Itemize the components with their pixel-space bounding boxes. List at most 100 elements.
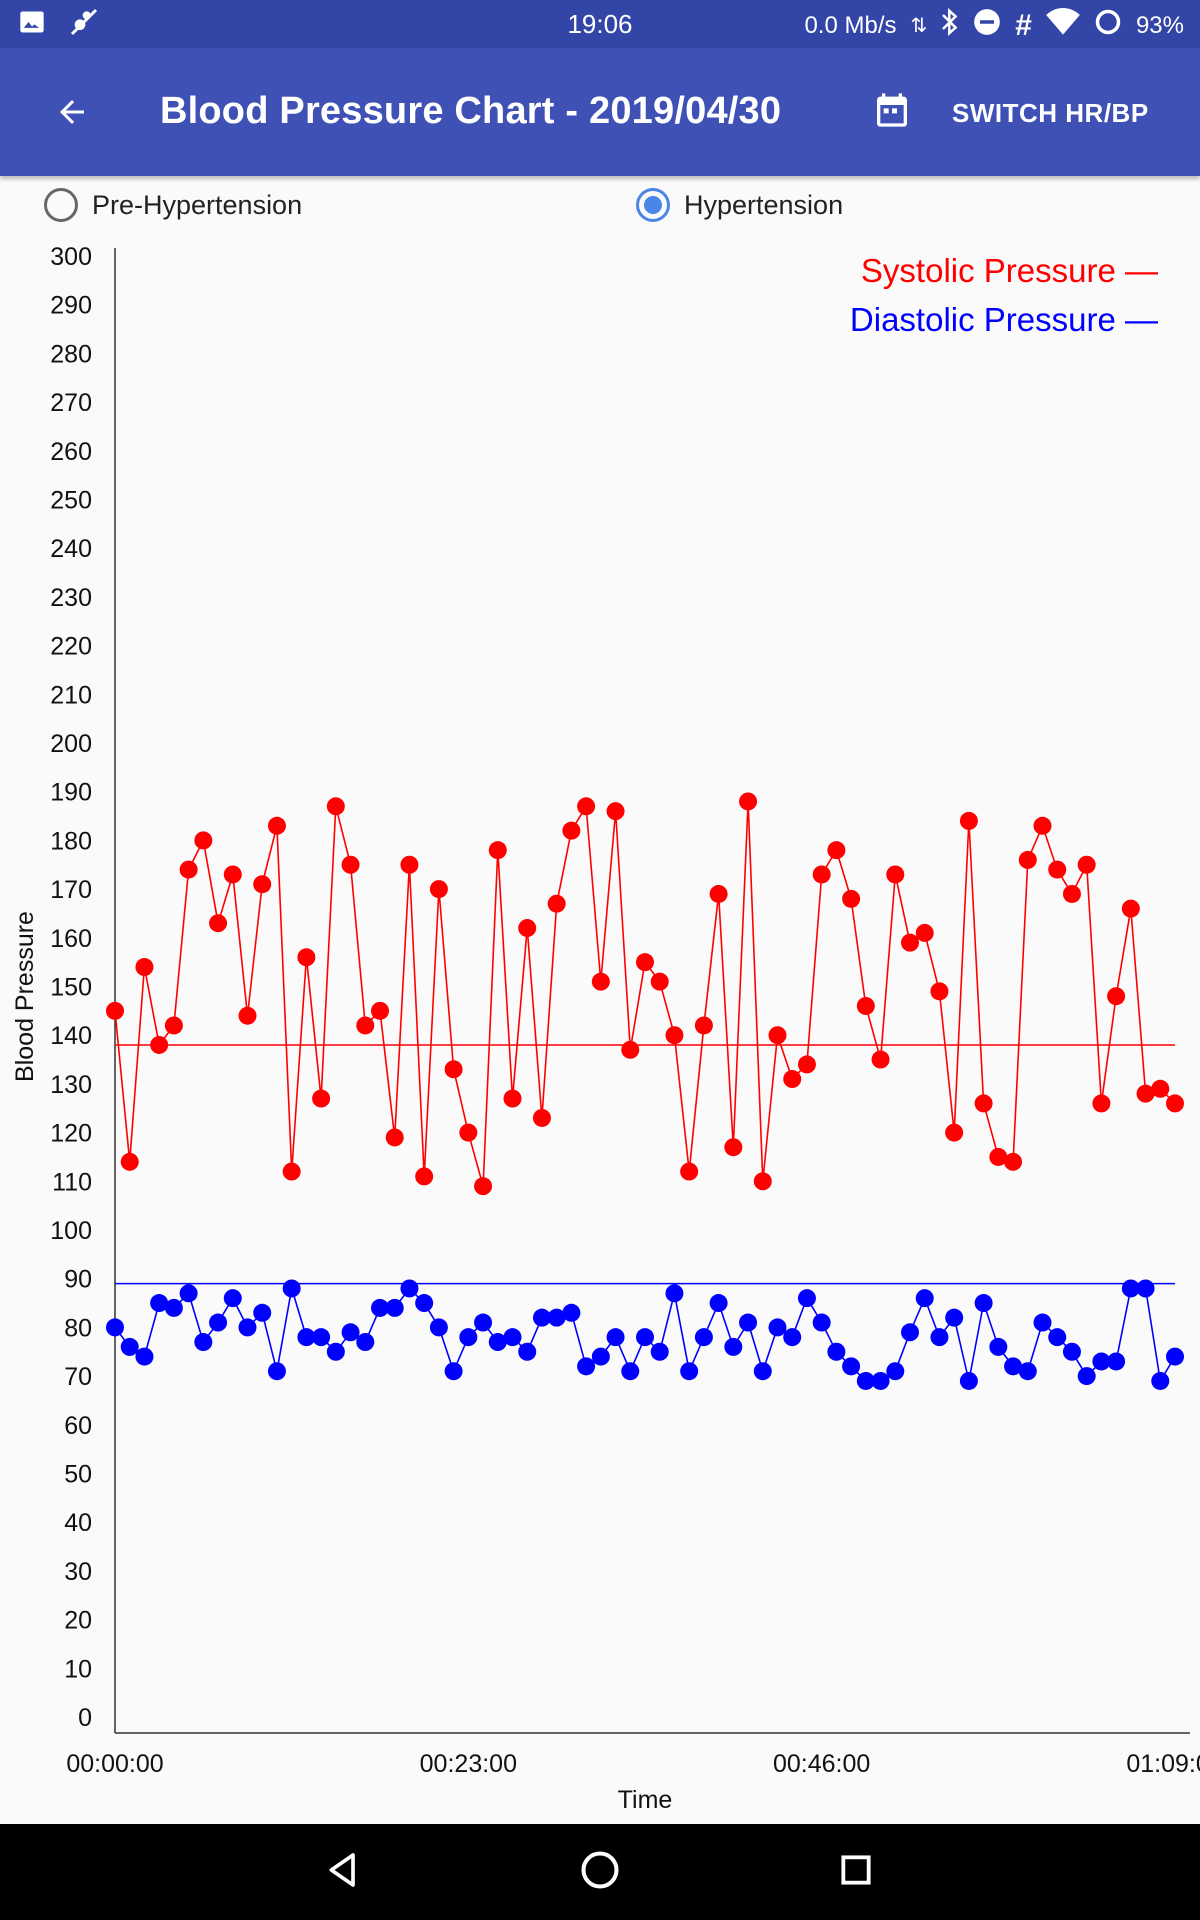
x-tick-label: 00:23:00 — [420, 1750, 517, 1778]
battery-ring-icon — [1094, 8, 1122, 43]
circle-home-icon — [578, 1848, 622, 1897]
systolic-data-point — [827, 841, 845, 859]
diastolic-data-point — [415, 1294, 433, 1312]
y-tick-label: 300 — [50, 243, 92, 271]
diastolic-data-point — [1048, 1328, 1066, 1346]
diastolic-data-point — [710, 1294, 728, 1312]
diastolic-data-point — [135, 1348, 153, 1366]
systolic-data-point — [754, 1172, 772, 1190]
data-arrows-icon: ⇅ — [911, 13, 928, 38]
systolic-data-point — [297, 948, 315, 966]
page-title: Blood Pressure Chart - 2019/04/30 — [160, 90, 781, 133]
nav-back-button[interactable] — [313, 1844, 373, 1900]
systolic-data-point — [194, 831, 212, 849]
nav-recents-button[interactable] — [826, 1844, 886, 1900]
diastolic-data-point — [121, 1338, 139, 1356]
diastolic-data-point — [901, 1323, 919, 1341]
y-tick-label: 190 — [50, 779, 92, 807]
y-tick-label: 200 — [50, 730, 92, 758]
y-tick-label: 50 — [64, 1461, 92, 1489]
diastolic-data-point — [930, 1328, 948, 1346]
systolic-data-point — [239, 1007, 257, 1025]
diastolic-data-point — [562, 1304, 580, 1322]
diastolic-data-point — [504, 1328, 522, 1346]
systolic-data-point — [562, 822, 580, 840]
y-tick-label: 280 — [50, 340, 92, 368]
diastolic-data-point — [445, 1362, 463, 1380]
diastolic-data-point — [813, 1314, 831, 1332]
systolic-series-line — [115, 801, 1175, 1186]
systolic-data-point — [430, 880, 448, 898]
y-tick-label: 60 — [64, 1412, 92, 1440]
y-tick-label: 240 — [50, 535, 92, 563]
y-axis-title: Blood Pressure — [11, 911, 39, 1082]
systolic-data-point — [150, 1036, 168, 1054]
diastolic-data-point — [724, 1338, 742, 1356]
systolic-data-point — [592, 973, 610, 991]
y-tick-label: 260 — [50, 438, 92, 466]
do-not-disturb-icon — [973, 8, 1001, 43]
systolic-data-point — [356, 1016, 374, 1034]
diastolic-data-point — [356, 1333, 374, 1351]
diastolic-data-point — [1166, 1348, 1184, 1366]
y-tick-label: 180 — [50, 827, 92, 855]
y-tick-label: 130 — [50, 1071, 92, 1099]
wifi-icon — [1046, 8, 1080, 43]
y-tick-label: 170 — [50, 876, 92, 904]
systolic-data-point — [695, 1016, 713, 1034]
diastolic-data-point — [1107, 1352, 1125, 1370]
y-tick-label: 160 — [50, 925, 92, 953]
systolic-data-point — [1004, 1153, 1022, 1171]
y-tick-label: 10 — [64, 1655, 92, 1683]
diastolic-data-point — [827, 1343, 845, 1361]
diastolic-data-point — [886, 1362, 904, 1380]
diastolic-data-point — [312, 1328, 330, 1346]
diastolic-data-point — [636, 1328, 654, 1346]
diastolic-data-point — [459, 1328, 477, 1346]
back-button[interactable] — [44, 86, 100, 142]
hash-icon: # — [1015, 9, 1032, 43]
switch-hr-bp-button[interactable]: SWITCH HR/BP — [952, 98, 1149, 129]
calendar-button[interactable] — [866, 86, 918, 138]
nav-home-button[interactable] — [570, 1844, 630, 1900]
radio-hypertension[interactable]: Hypertension — [636, 188, 843, 222]
systolic-data-point — [872, 1051, 890, 1069]
systolic-data-point — [945, 1124, 963, 1142]
app-bar: Blood Pressure Chart - 2019/04/30 SWITCH… — [0, 48, 1200, 176]
diastolic-data-point — [106, 1318, 124, 1336]
y-tick-label: 290 — [50, 292, 92, 320]
systolic-data-point — [842, 890, 860, 908]
systolic-data-point — [724, 1138, 742, 1156]
radio-circle[interactable] — [636, 188, 670, 222]
systolic-data-point — [518, 919, 536, 937]
systolic-data-point — [607, 802, 625, 820]
systolic-data-point — [930, 982, 948, 1000]
y-tick-label: 90 — [64, 1266, 92, 1294]
diastolic-data-point — [798, 1289, 816, 1307]
systolic-data-point — [371, 1002, 389, 1020]
systolic-data-point — [886, 865, 904, 883]
diastolic-data-point — [1019, 1362, 1037, 1380]
systolic-data-point — [253, 875, 271, 893]
radio-circle[interactable] — [44, 188, 78, 222]
diastolic-data-point — [989, 1338, 1007, 1356]
y-tick-label: 230 — [50, 584, 92, 612]
systolic-data-point — [577, 797, 595, 815]
systolic-data-point — [504, 1090, 522, 1108]
diastolic-data-point — [621, 1362, 639, 1380]
diastolic-data-point — [1063, 1343, 1081, 1361]
y-tick-label: 80 — [64, 1314, 92, 1342]
radio-pre-hypertension[interactable]: Pre-Hypertension — [44, 188, 302, 222]
systolic-data-point — [813, 865, 831, 883]
diastolic-data-point — [607, 1328, 625, 1346]
systolic-data-point — [474, 1177, 492, 1195]
y-tick-label: 70 — [64, 1363, 92, 1391]
systolic-data-point — [121, 1153, 139, 1171]
systolic-data-point — [445, 1060, 463, 1078]
systolic-data-point — [342, 856, 360, 874]
systolic-data-point — [1034, 817, 1052, 835]
diastolic-data-point — [842, 1357, 860, 1375]
y-tick-label: 30 — [64, 1558, 92, 1586]
systolic-data-point — [327, 797, 345, 815]
arrow-left-icon — [54, 94, 90, 135]
